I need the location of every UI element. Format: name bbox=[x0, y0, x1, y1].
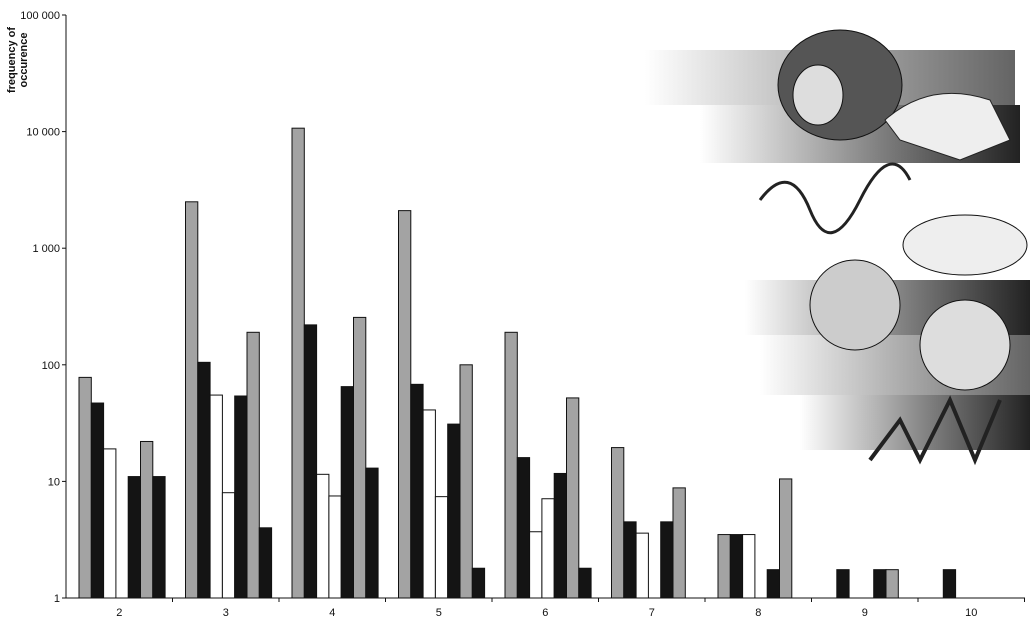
bar bbox=[873, 569, 887, 599]
bar bbox=[328, 495, 342, 599]
x-tick-label: 10 bbox=[965, 607, 977, 619]
bar bbox=[127, 476, 141, 599]
bar bbox=[78, 376, 92, 599]
bar bbox=[340, 386, 355, 599]
bar bbox=[885, 569, 899, 599]
bar bbox=[303, 324, 318, 599]
y-tick-label: 10 bbox=[48, 476, 60, 488]
decorative-illustration bbox=[645, 29, 1030, 466]
bar bbox=[553, 472, 568, 599]
bar bbox=[152, 476, 166, 599]
bar bbox=[398, 210, 412, 599]
bar bbox=[623, 521, 637, 599]
y-tick-label: 10 000 bbox=[26, 127, 60, 139]
bar bbox=[447, 423, 461, 599]
y-tick-label: 100 000 bbox=[20, 10, 60, 22]
bar bbox=[742, 534, 756, 599]
bar bbox=[291, 127, 305, 599]
bar bbox=[471, 567, 486, 599]
x-tick-label: 5 bbox=[436, 607, 442, 619]
bar bbox=[434, 496, 449, 599]
y-tick-label: 1 bbox=[54, 593, 60, 605]
bar bbox=[766, 569, 781, 599]
bar bbox=[140, 440, 154, 599]
bar bbox=[611, 447, 625, 599]
bar bbox=[459, 364, 473, 599]
y-tick-label: 100 bbox=[42, 360, 60, 372]
x-tick-label: 8 bbox=[755, 607, 761, 619]
bar bbox=[316, 473, 330, 599]
bar bbox=[234, 395, 248, 599]
x-tick-label: 4 bbox=[329, 607, 335, 619]
bar bbox=[258, 527, 273, 599]
bar bbox=[221, 492, 236, 599]
y-tick-label: 1 000 bbox=[32, 243, 60, 255]
bar bbox=[529, 531, 543, 599]
bar bbox=[660, 521, 674, 599]
x-tick-label: 2 bbox=[116, 607, 122, 619]
bar bbox=[504, 331, 518, 599]
bar bbox=[836, 569, 850, 599]
bar bbox=[353, 316, 367, 599]
bar bbox=[516, 457, 531, 599]
x-tick-label: 9 bbox=[862, 607, 868, 619]
bar bbox=[717, 534, 731, 599]
bar bbox=[90, 402, 105, 599]
bar bbox=[779, 478, 793, 599]
bar bbox=[541, 498, 555, 599]
bar bbox=[197, 361, 211, 599]
bar bbox=[246, 331, 260, 599]
bar bbox=[566, 397, 580, 599]
x-tick-label: 6 bbox=[542, 607, 548, 619]
bar bbox=[578, 567, 592, 599]
bar bbox=[672, 487, 686, 599]
bar bbox=[635, 532, 649, 599]
bar bbox=[729, 534, 744, 599]
bar bbox=[422, 409, 436, 599]
x-tick-label: 7 bbox=[649, 607, 655, 619]
bar bbox=[365, 467, 379, 599]
x-tick-label: 3 bbox=[223, 607, 229, 619]
bar bbox=[410, 383, 424, 599]
bar bbox=[103, 448, 117, 599]
bar bbox=[209, 394, 223, 599]
bar bbox=[185, 201, 199, 599]
bar bbox=[942, 569, 957, 599]
